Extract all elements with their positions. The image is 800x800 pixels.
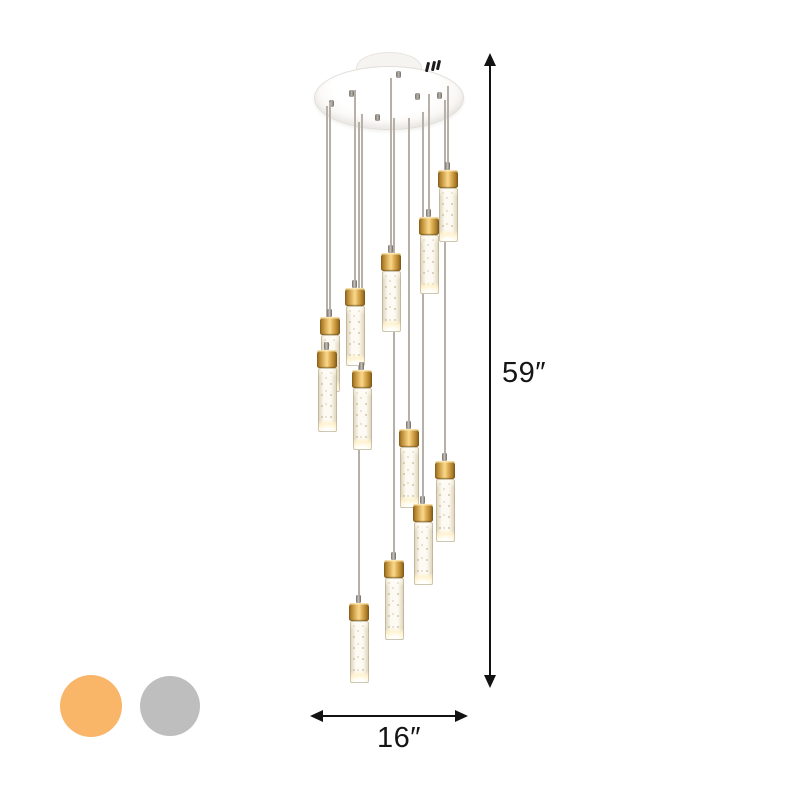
width-dimension-line <box>321 715 457 717</box>
pendant-3-crystal <box>382 271 401 332</box>
pendant-7-connector <box>359 362 364 370</box>
pendant-7-cap <box>352 370 372 388</box>
pendant-9-cord <box>444 100 446 455</box>
pendant-8-crystal <box>400 447 419 508</box>
pendant-8-connector <box>406 421 411 429</box>
canopy-fitting <box>396 71 401 78</box>
pendant-11-cord <box>393 118 395 554</box>
height-dimension-label: 59″ <box>502 357 547 389</box>
pendant-10-cap <box>413 504 433 522</box>
pendant-1-crystal <box>439 188 458 242</box>
pendant-6-connector <box>324 342 329 350</box>
color-swatch-brass-gold[interactable] <box>60 675 122 737</box>
pendant-7-cord <box>361 114 363 364</box>
pendant-4-cord <box>354 90 356 282</box>
pendant-4-crystal <box>346 306 365 366</box>
pendant-6-crystal <box>318 368 337 432</box>
arrow-down-icon <box>484 675 496 688</box>
pendant-3-connector <box>388 245 393 253</box>
pendant-8-cord <box>408 118 410 423</box>
pendant-5-cap <box>320 317 340 335</box>
arrow-right-icon <box>455 710 468 722</box>
pendant-6-cord <box>326 106 328 344</box>
pendant-2-connector <box>426 209 431 217</box>
pendant-2-cap <box>419 217 439 235</box>
pendant-4-connector <box>352 280 357 288</box>
pendant-6-cap <box>317 350 337 368</box>
pendant-11-connector <box>391 552 396 560</box>
pendant-1-connector <box>445 162 450 170</box>
pendant-7-crystal <box>353 388 372 450</box>
pendant-4-cap <box>345 288 365 306</box>
width-dimension-label: 16″ <box>376 722 422 754</box>
pendant-11-cap <box>384 560 404 578</box>
arrow-up-icon <box>484 53 496 66</box>
canopy-fitting <box>375 114 380 121</box>
pendant-3-cap <box>381 253 401 271</box>
pendant-9-cap <box>435 461 455 479</box>
canopy-fitting <box>329 100 334 107</box>
pendant-5-connector <box>327 309 332 317</box>
arrow-left-icon <box>310 710 323 722</box>
color-swatch-chrome-gray[interactable] <box>140 676 200 736</box>
canopy-fitting <box>415 93 420 100</box>
height-dimension-line <box>489 64 491 677</box>
pendant-2-cord <box>428 94 430 211</box>
pendant-12-connector <box>356 595 361 603</box>
pendant-8-cap <box>399 429 419 447</box>
pendant-10-crystal <box>414 522 433 585</box>
canopy-fitting <box>349 90 354 97</box>
pendant-3-cord <box>390 78 392 247</box>
pendant-10-cord <box>422 112 424 498</box>
pendant-12-cap <box>349 603 369 621</box>
pendant-9-crystal <box>436 479 455 542</box>
pendant-10-connector <box>420 496 425 504</box>
pendant-5-cord <box>329 102 331 311</box>
pendant-2-crystal <box>420 235 439 294</box>
pendant-1-cap <box>438 170 458 188</box>
pendant-1-cord <box>447 86 449 164</box>
canopy-fitting <box>437 92 442 99</box>
pendant-9-connector <box>442 453 447 461</box>
pendant-12-crystal <box>350 621 369 683</box>
pendant-11-crystal <box>385 578 404 640</box>
